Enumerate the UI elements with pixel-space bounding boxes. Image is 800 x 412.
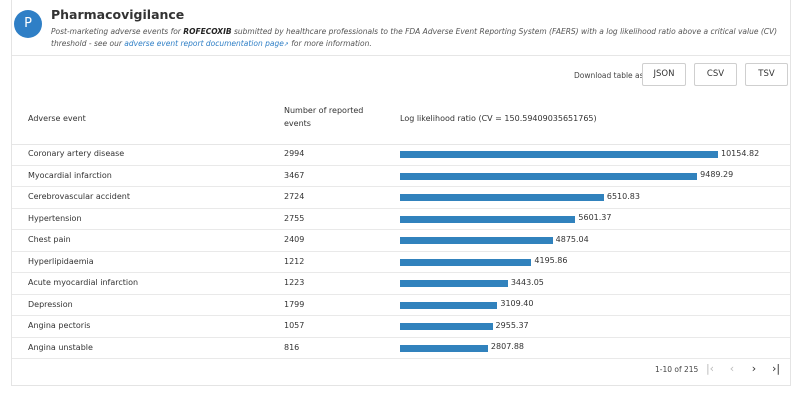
table-row: Chest pain 2409 4875.04 [12, 230, 790, 252]
llr-bar [400, 301, 498, 309]
llr-bar [400, 323, 493, 330]
table-row: Depression 1799 3109.40 [12, 295, 790, 316]
download-tsv-button[interactable]: TSV [745, 63, 788, 86]
previous-page-icon[interactable]: ‹ [729, 362, 735, 375]
llr-bar [400, 215, 576, 223]
event-cell: Acute myocardial infarction [28, 278, 139, 287]
column-header-count: Number of reported events [284, 106, 364, 128]
table-row: Angina pectoris 1057 2955.37 [12, 316, 790, 338]
event-cell: Coronary artery disease [28, 149, 125, 158]
llr-value: 4875.04 [555, 234, 589, 244]
llr-bar [400, 237, 553, 244]
event-cell: Depression [28, 299, 73, 309]
download-csv-button[interactable]: CSV [694, 63, 737, 86]
llr-value: 5601.37 [578, 213, 612, 222]
llr-bar [400, 280, 508, 287]
count-cell: 2724 [284, 192, 305, 201]
event-cell: Cerebrovascular accident [28, 192, 130, 201]
documentation-link[interactable]: adverse event report documentation page↗ [124, 39, 289, 48]
event-cell: Hypertension [28, 213, 82, 223]
download-label: Download table as [574, 71, 644, 80]
llr-value: 3443.05 [510, 277, 544, 287]
count-cell: 1212 [284, 256, 305, 266]
llr-value: 9489.29 [700, 170, 734, 179]
llr-bar [400, 194, 604, 201]
count-cell: 816 [284, 342, 300, 352]
table-row: Cerebrovascular accident 2724 6510.83 [12, 187, 790, 209]
pagination-range: 1-10 of 215 [655, 365, 699, 374]
llr-value: 3109.40 [500, 299, 534, 308]
column-header-llr: Log likelihood ratio (CV = 150.594090356… [400, 114, 597, 123]
count-cell: 2755 [284, 213, 305, 223]
table-row: Angina unstable 816 2807.88 [12, 338, 790, 359]
count-cell: 2409 [284, 235, 305, 244]
count-cell: 1223 [284, 278, 305, 287]
table-row: Coronary artery disease 2994 10154.82 [12, 144, 790, 166]
last-page-icon[interactable]: ›| [771, 362, 781, 375]
event-cell: Hyperlipidaemia [28, 256, 94, 266]
download-json-button[interactable]: JSON [642, 63, 686, 86]
llr-bar [400, 344, 488, 352]
card-header: P Pharmacovigilance Post-marketing adver… [12, 0, 790, 56]
llr-bar [400, 151, 718, 158]
next-page-icon[interactable]: › [751, 362, 757, 375]
drug-name: ROFECOXIB [183, 27, 232, 36]
table-row: Hypertension 2755 5601.37 [12, 209, 790, 230]
description: Post-marketing adverse events for ROFECO… [51, 26, 786, 50]
llr-value: 10154.82 [721, 148, 760, 158]
documentation-link-label: adverse event report documentation page [124, 38, 284, 48]
avatar: P [14, 10, 42, 38]
header-divider [12, 144, 790, 145]
llr-value: 6510.83 [606, 191, 640, 201]
llr-value: 2807.88 [490, 342, 525, 351]
count-cell: 1799 [284, 299, 305, 309]
event-cell: Angina unstable [28, 342, 93, 352]
event-cell: Chest pain [28, 235, 71, 244]
column-header-event: Adverse event [28, 114, 86, 123]
page-title: Pharmacovigilance [51, 7, 185, 22]
description-suffix: for more information. [291, 38, 372, 48]
count-cell: 2994 [284, 149, 305, 158]
first-page-icon[interactable]: |‹ [705, 362, 715, 375]
event-cell: Myocardial infarction [28, 170, 112, 180]
llr-bar [400, 258, 532, 266]
description-prefix: Post-marketing adverse events for [51, 27, 181, 36]
count-cell: 3467 [284, 170, 305, 180]
table-row: Acute myocardial infarction 1223 3443.05 [12, 273, 790, 295]
table-row: Hyperlipidaemia 1212 4195.86 [12, 252, 790, 273]
llr-bar [400, 172, 698, 180]
count-cell: 1057 [284, 321, 305, 330]
description-middle: submitted by healthcare professionals to… [51, 27, 778, 48]
table-row: Myocardial infarction 3467 9489.29 [12, 166, 790, 187]
event-cell: Angina pectoris [28, 321, 91, 330]
llr-value: 4195.86 [534, 256, 568, 265]
llr-value: 2955.37 [495, 320, 529, 330]
external-link-icon: ↗ [283, 40, 289, 48]
